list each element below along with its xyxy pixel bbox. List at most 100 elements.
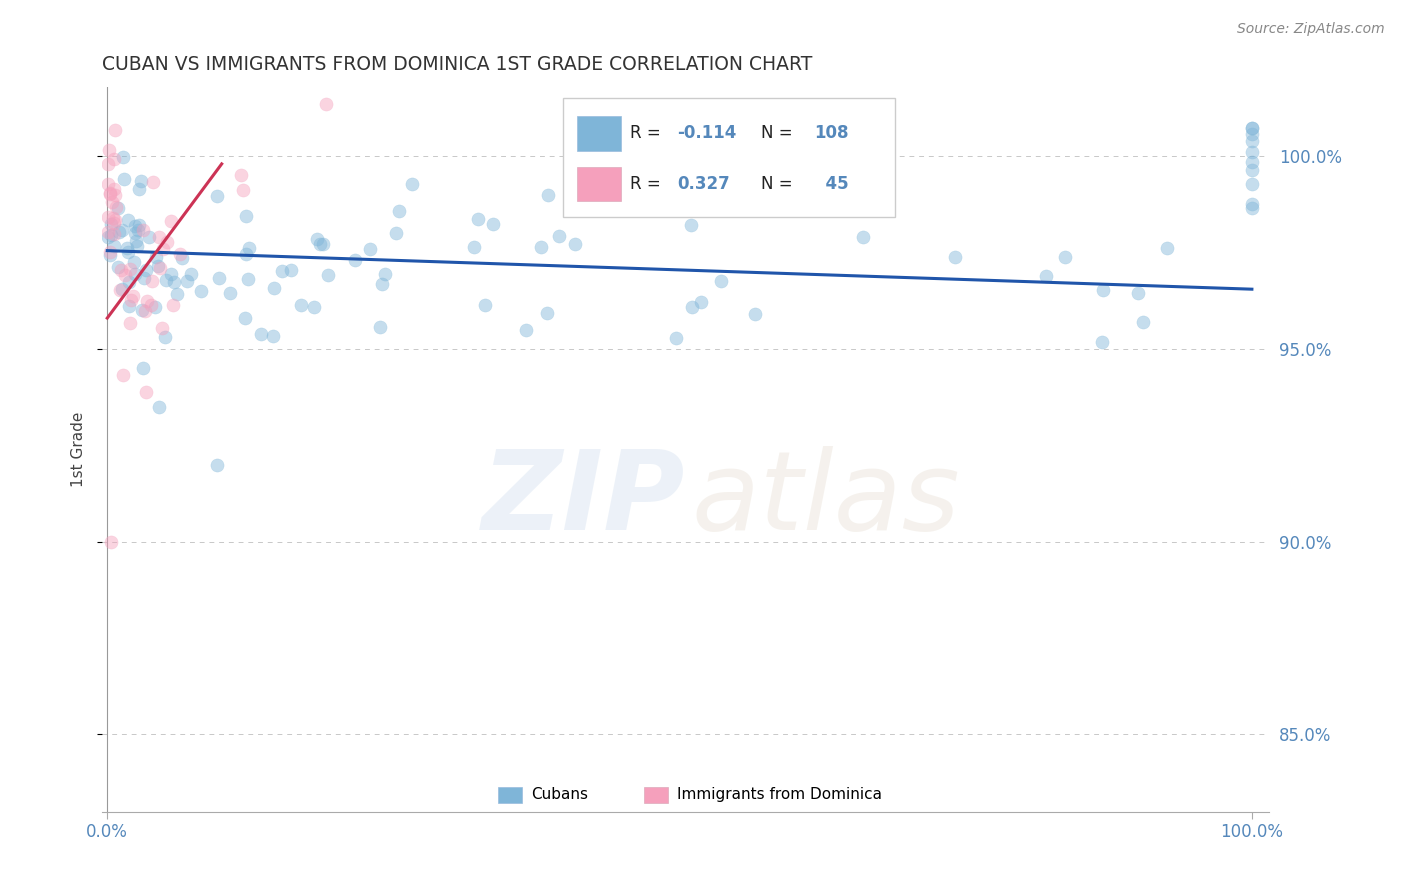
Point [103, 216, 125, 230]
Text: atlas: atlas [692, 446, 960, 553]
Point [1240, 121, 1263, 136]
Point [132, 223, 155, 237]
Point [665, 331, 688, 345]
Point [1091, 335, 1114, 350]
Point [98, 248, 121, 262]
Point [263, 281, 285, 295]
Point [110, 263, 132, 277]
Point [682, 300, 704, 314]
Point [159, 213, 181, 227]
Point [236, 272, 259, 286]
Text: CUBAN VS IMMIGRANTS FROM DOMINICA 1ST GRADE CORRELATION CHART: CUBAN VS IMMIGRANTS FROM DOMINICA 1ST GR… [101, 55, 811, 74]
Text: 45: 45 [814, 175, 848, 193]
Point [115, 241, 138, 255]
Point [124, 267, 146, 281]
Point [1132, 315, 1154, 329]
Point [401, 177, 423, 191]
Point [128, 218, 150, 232]
Text: R =: R = [630, 124, 666, 142]
Point [132, 271, 155, 285]
Point [152, 243, 174, 257]
Point [131, 303, 153, 318]
Point [1092, 283, 1115, 297]
Point [1240, 162, 1263, 177]
Text: 0.327: 0.327 [678, 175, 730, 193]
Point [107, 260, 129, 275]
Point [120, 293, 142, 307]
Point [207, 458, 229, 472]
Point [233, 311, 256, 326]
Point [530, 240, 553, 254]
Point [309, 236, 332, 251]
Point [155, 272, 177, 286]
Point [100, 217, 122, 231]
Text: Source: ZipAtlas.com: Source: ZipAtlas.com [1237, 22, 1385, 37]
Point [190, 284, 212, 298]
Bar [576, 116, 621, 151]
Point [104, 123, 127, 137]
Point [1240, 134, 1263, 148]
Point [169, 247, 191, 261]
Point [1126, 285, 1149, 300]
Point [118, 262, 141, 277]
Point [104, 188, 127, 202]
Point [103, 182, 125, 196]
Point [176, 274, 198, 288]
Point [97, 177, 120, 191]
Point [162, 298, 184, 312]
Point [124, 226, 146, 240]
Point [474, 298, 496, 312]
Point [564, 236, 586, 251]
Point [302, 300, 325, 314]
Point [208, 271, 231, 285]
Point [290, 298, 312, 312]
Point [125, 239, 148, 253]
Point [943, 250, 966, 264]
Point [368, 319, 391, 334]
Point [1240, 127, 1263, 141]
Point [537, 187, 560, 202]
Point [124, 219, 146, 234]
Point [103, 211, 125, 225]
Point [280, 263, 302, 277]
Point [359, 243, 381, 257]
Point [117, 213, 139, 227]
Point [271, 264, 294, 278]
Point [138, 230, 160, 244]
Point [97, 229, 120, 244]
Point [145, 251, 167, 265]
Point [141, 274, 163, 288]
Point [134, 303, 156, 318]
Point [105, 200, 128, 214]
Point [139, 298, 162, 312]
Point [312, 237, 335, 252]
Point [117, 299, 139, 313]
Point [852, 230, 875, 244]
Point [374, 267, 396, 281]
Point [150, 321, 173, 335]
Point [97, 225, 120, 239]
Point [180, 267, 202, 281]
Point [114, 268, 136, 282]
Point [143, 300, 166, 314]
Point [128, 182, 150, 196]
Y-axis label: 1st Grade: 1st Grade [72, 411, 86, 487]
Point [229, 168, 252, 182]
Point [744, 307, 766, 321]
Point [98, 186, 121, 201]
Point [238, 242, 260, 256]
Point [536, 306, 558, 320]
Point [107, 201, 129, 215]
Point [1240, 154, 1263, 169]
Point [1035, 268, 1057, 283]
Point [232, 183, 254, 197]
Text: ZIP: ZIP [482, 446, 685, 553]
Point [463, 240, 485, 254]
Text: N =: N = [761, 124, 799, 142]
Bar [562, 98, 896, 218]
Point [110, 223, 132, 237]
Point [305, 231, 328, 245]
Point [103, 227, 125, 241]
Point [108, 225, 131, 239]
Point [689, 295, 711, 310]
